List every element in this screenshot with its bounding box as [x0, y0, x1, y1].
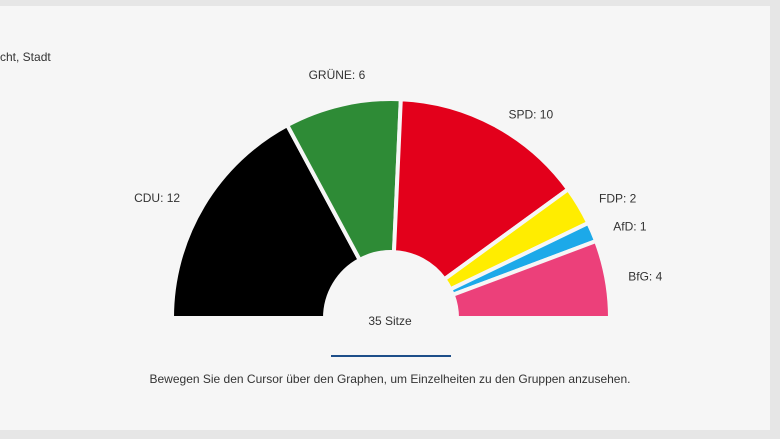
- seat-slice-bfg[interactable]: [450, 239, 612, 320]
- seat-label-bfg: BfG: 4: [628, 269, 662, 283]
- seat-label-cdu: CDU: 12: [134, 191, 180, 205]
- hover-hint-text: Bewegen Sie den Cursor über den Graphen,…: [149, 372, 631, 386]
- seat-label-fdp: FDP: 2: [599, 191, 637, 205]
- divider-line: [331, 355, 451, 357]
- seat-label-spd: SPD: 10: [508, 108, 553, 122]
- seat-label-grne: GRÜNE: 6: [309, 68, 366, 82]
- seat-total-label: 35 Sitze: [368, 314, 412, 328]
- page-edge: [770, 0, 780, 439]
- seat-slice-spd[interactable]: [391, 97, 571, 282]
- seat-label-afd: AfD: 1: [613, 219, 647, 233]
- chart-context-title: cht, Stadt: [0, 50, 51, 64]
